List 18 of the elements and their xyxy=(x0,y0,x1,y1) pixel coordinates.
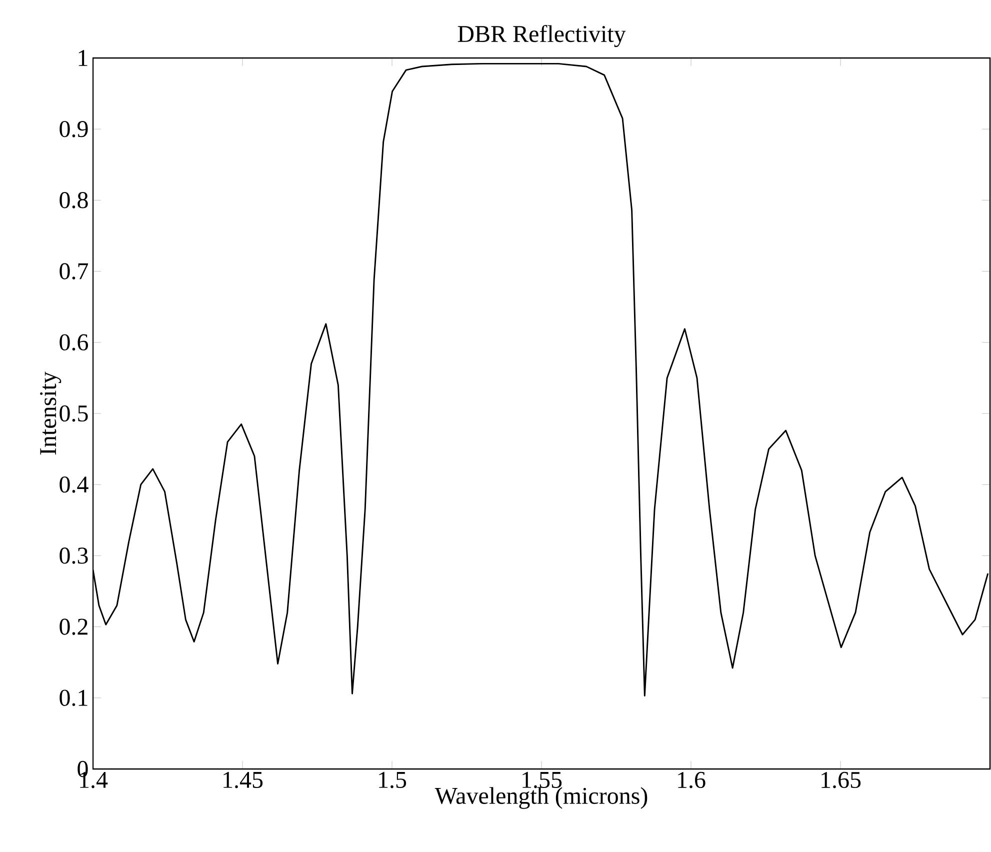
y-tick-label: 0.3 xyxy=(60,548,88,564)
y-axis-title: Intensity xyxy=(40,372,62,455)
y-tick-label: 0.4 xyxy=(60,476,88,493)
y-tick-label: 0.2 xyxy=(60,618,88,635)
y-tick-label: 0.1 xyxy=(60,690,88,706)
x-tick-label: 1.55 xyxy=(522,772,562,788)
x-axis-title: Wavelength (microns) xyxy=(434,787,648,809)
x-tick-label: 1.6 xyxy=(678,772,706,788)
y-tick-label: 0.5 xyxy=(60,405,88,422)
x-tick-label: 1.65 xyxy=(822,772,861,788)
y-tick-label: 1 xyxy=(78,50,88,66)
x-tick-label: 1.45 xyxy=(224,772,263,788)
y-tick-label: 0.9 xyxy=(60,120,88,138)
y-tick-label: 0.7 xyxy=(60,263,88,280)
x-tick-label: 1.5 xyxy=(379,772,406,788)
chart-title: DBR Reflectivity xyxy=(458,24,626,48)
y-tick-label: 0.8 xyxy=(60,192,88,208)
y-tick-label: 0.6 xyxy=(60,334,88,351)
